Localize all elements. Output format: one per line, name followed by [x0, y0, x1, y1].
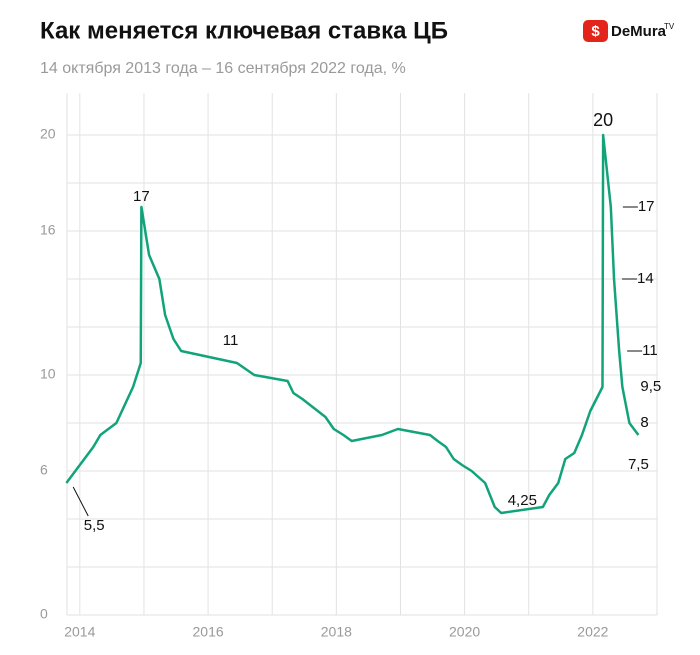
chart-title: Как меняется ключевая ставка ЦБ [40, 17, 448, 44]
annotation: 7,5 [628, 456, 649, 473]
y-tick-label: 20 [40, 126, 56, 142]
annotation: 17 [133, 188, 150, 205]
line-series [65, 133, 640, 515]
annotation: 11 [223, 332, 239, 349]
logo-name: DeMura [611, 23, 667, 40]
annotation: —11 [627, 342, 658, 359]
annotation: 8 [640, 414, 648, 431]
y-tick-label: 16 [40, 222, 56, 238]
annotation: 20 [593, 110, 613, 130]
annotation: —17 [623, 198, 655, 215]
logo-icon: $ [591, 23, 600, 40]
x-tick-label: 2020 [449, 624, 480, 640]
y-tick-label: 10 [40, 366, 56, 382]
logo: $ DeMura TV [583, 20, 675, 42]
chart-subtitle: 14 октября 2013 года – 16 сентября 2022 … [40, 60, 406, 77]
logo-badge [583, 20, 608, 42]
annotation: 5,5 [84, 517, 105, 534]
annotation: 4,25 [508, 492, 537, 509]
y-tick-label: 6 [40, 462, 48, 478]
x-tick-label: 2014 [64, 624, 95, 640]
annotation: 9,5 [640, 378, 661, 395]
y-tick-label: 0 [40, 606, 48, 622]
annotation: —14 [622, 270, 654, 287]
leader-line [72, 486, 89, 517]
x-tick-label: 2018 [321, 624, 352, 640]
logo-suffix: TV [664, 22, 675, 31]
x-tick-label: 2016 [193, 624, 224, 640]
x-tick-label: 2022 [577, 624, 608, 640]
